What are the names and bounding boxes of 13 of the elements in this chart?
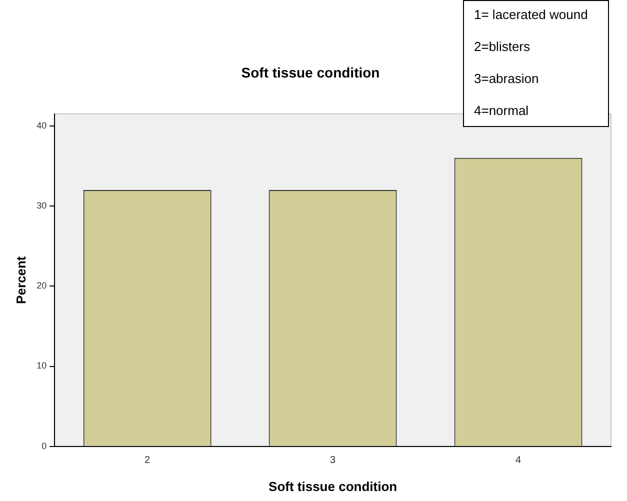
y-tick-label: 10 — [36, 360, 47, 371]
x-tick-label: 3 — [330, 455, 336, 466]
x-axis-title: Soft tissue condition — [268, 478, 398, 494]
x-tick-label: 4 — [515, 455, 522, 466]
y-axis-title: Percent — [13, 256, 28, 304]
x-tick-label: 2 — [144, 455, 151, 466]
annotation: 4=normal — [474, 103, 530, 118]
chart-title: Soft tissue condition — [241, 64, 380, 80]
y-tick-label: 30 — [36, 200, 47, 210]
y-tick-label: 0 — [42, 440, 47, 451]
y-tick-label: 40 — [36, 120, 47, 130]
text-box: 1= lacerated wound 2=blisters 3=abrasion 4=normal — [463, 0, 609, 127]
y-tick-label: 20 — [36, 280, 47, 291]
